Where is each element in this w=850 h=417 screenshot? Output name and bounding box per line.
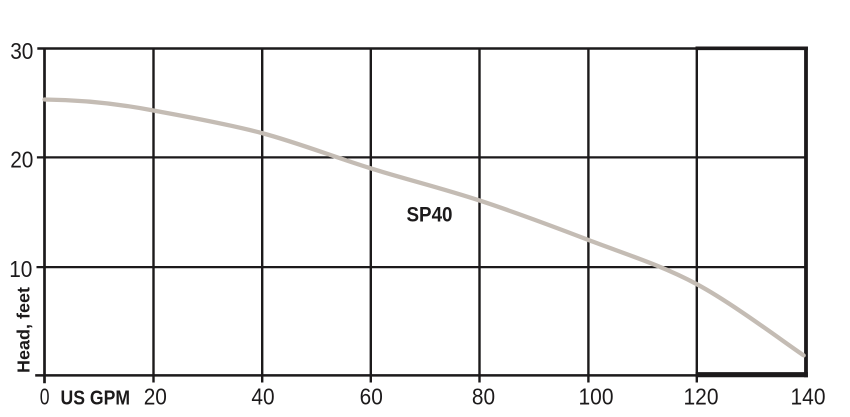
svg-text:10: 10 xyxy=(9,256,32,282)
svg-text:140: 140 xyxy=(791,384,826,410)
svg-text:SP40: SP40 xyxy=(407,203,453,227)
svg-text:100: 100 xyxy=(579,384,614,410)
svg-text:0: 0 xyxy=(40,384,50,410)
svg-text:US GPM: US GPM xyxy=(61,387,131,410)
svg-text:40: 40 xyxy=(251,384,274,410)
svg-text:Head, feet: Head, feet xyxy=(13,287,33,373)
svg-text:20: 20 xyxy=(144,384,167,410)
svg-text:30: 30 xyxy=(10,38,33,64)
svg-text:120: 120 xyxy=(684,384,719,410)
svg-text:60: 60 xyxy=(360,384,383,410)
svg-text:20: 20 xyxy=(10,147,33,173)
svg-text:80: 80 xyxy=(472,384,495,410)
